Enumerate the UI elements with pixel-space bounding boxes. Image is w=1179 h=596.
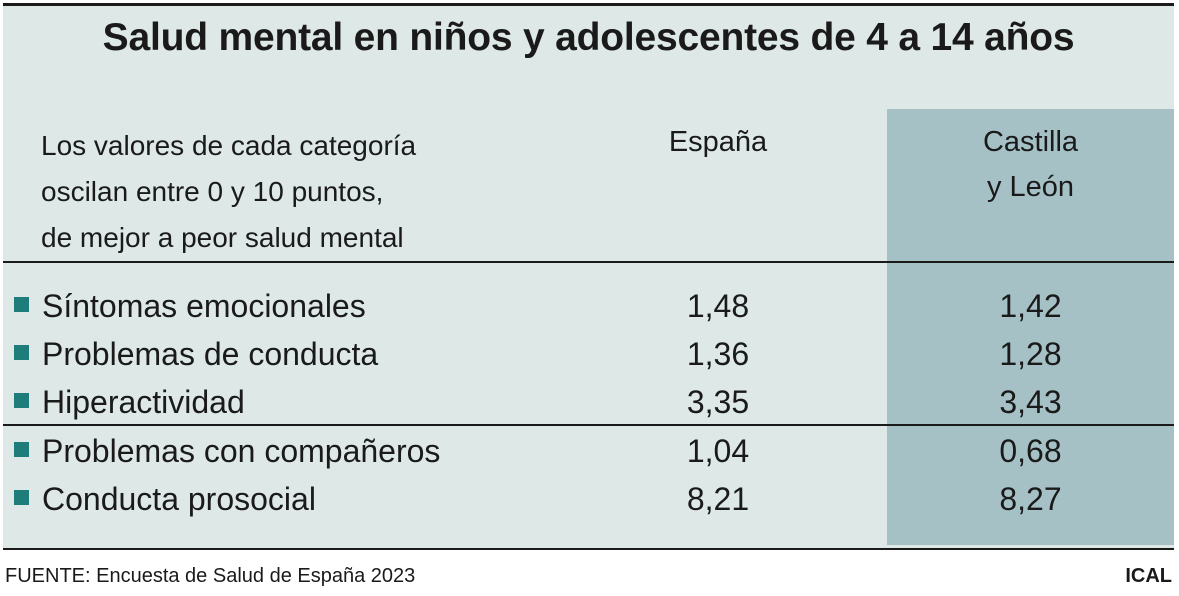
row-label: Problemas con compañeros xyxy=(42,433,441,469)
column-header-line: y León xyxy=(986,171,1075,203)
table-row: Problemas de conducta 1,36 1,28 xyxy=(3,330,1174,378)
chart-panel: Salud mental en niños y adolescentes de … xyxy=(3,3,1174,550)
chart-title: Salud mental en niños y adolescentes de … xyxy=(102,16,1075,59)
row-label: Hiperactividad xyxy=(42,384,245,420)
row-bullet xyxy=(14,442,29,457)
row-label: Síntomas emocionales xyxy=(42,288,366,324)
table-row: Síntomas emocionales 1,48 1,42 xyxy=(3,282,1174,330)
scale-note-line: oscilan entre 0 y 10 puntos, xyxy=(41,176,384,207)
scale-note: Los valores de cada categoría oscilan en… xyxy=(41,123,416,261)
row-bullet xyxy=(14,393,29,408)
source-note: FUENTE: Encuesta de Salud de España 2023 xyxy=(5,565,416,587)
table-row: Hiperactividad 3,35 3,43 xyxy=(3,378,1174,426)
row-bullet xyxy=(14,297,29,312)
value-espana: 1,04 xyxy=(686,433,750,469)
value-espana: 1,36 xyxy=(686,336,750,372)
group-divider xyxy=(3,424,1174,426)
scale-note-line: Los valores de cada categoría xyxy=(41,130,417,161)
row-label: Conducta prosocial xyxy=(42,481,316,517)
row-label: Problemas de conducta xyxy=(42,336,379,372)
column-header-line: Castilla xyxy=(982,126,1079,158)
value-espana: 3,35 xyxy=(686,384,750,420)
column-header-castilla-leon: Castilla y León xyxy=(887,120,1174,210)
brand-logo-text: ICAL xyxy=(1125,565,1172,587)
table-row: Problemas con compañeros 1,04 0,68 xyxy=(3,427,1174,475)
value-espana: 1,48 xyxy=(686,288,750,324)
row-bullet xyxy=(14,490,29,505)
value-castilla-leon: 3,43 xyxy=(999,384,1062,420)
value-espana: 8,21 xyxy=(686,481,750,517)
column-header-espana: España xyxy=(613,120,823,165)
column-header-line: España xyxy=(668,126,768,158)
castilla-leon-column-highlight xyxy=(887,109,1174,545)
header-divider xyxy=(3,261,1174,263)
scale-note-line: de mejor a peor salud mental xyxy=(41,222,404,253)
value-castilla-leon: 1,42 xyxy=(999,288,1062,324)
row-bullet xyxy=(14,345,29,360)
value-castilla-leon: 0,68 xyxy=(999,433,1062,469)
table-row: Conducta prosocial 8,21 8,27 xyxy=(3,475,1174,523)
value-castilla-leon: 1,28 xyxy=(999,336,1062,372)
value-castilla-leon: 8,27 xyxy=(999,481,1062,517)
